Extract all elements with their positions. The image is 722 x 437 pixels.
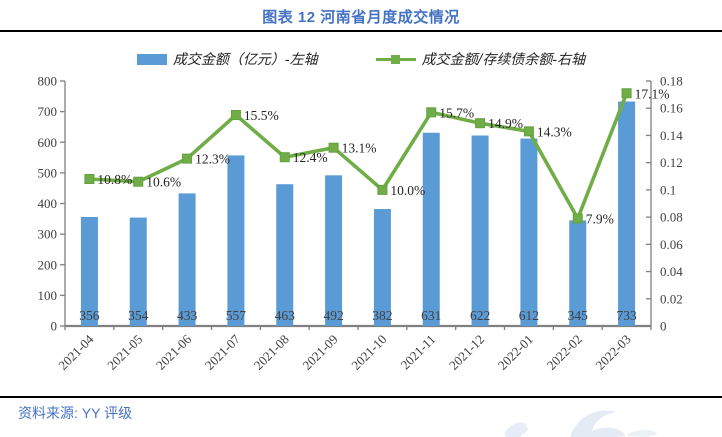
x-axis-category-label: 2021-05	[104, 332, 145, 373]
bar-value-label: 631	[421, 308, 441, 323]
line-value-label: 12.4%	[293, 150, 328, 165]
line-value-label: 17.1%	[635, 86, 670, 101]
right-axis-tick-label: 0.08	[660, 210, 683, 225]
x-axis-category-label: 2021-04	[55, 331, 97, 373]
line-swatch-icon	[375, 54, 416, 65]
right-axis-tick-label: 0.02	[660, 291, 683, 306]
line-marker	[230, 110, 241, 121]
bar	[422, 132, 440, 326]
line-marker	[523, 126, 534, 137]
line-marker	[377, 184, 388, 195]
bar-value-label: 622	[470, 308, 490, 323]
line-marker	[475, 118, 486, 129]
left-axis-tick-label: 800	[38, 74, 58, 89]
bar-value-label: 382	[372, 308, 392, 323]
bar-value-label: 463	[275, 308, 296, 323]
x-axis-category-label: 2021-10	[348, 332, 389, 373]
bar	[178, 193, 196, 326]
source-note: 资料来源: YY 评级	[18, 405, 133, 421]
line-value-label: 14.3%	[537, 124, 572, 139]
x-axis-category-label: 2021-08	[251, 332, 292, 373]
bar-value-label: 356	[79, 308, 100, 323]
right-axis-tick-label: 0.1	[660, 182, 676, 197]
x-axis-category-label: 2021-09	[299, 332, 340, 373]
left-axis-tick-label: 400	[38, 196, 58, 211]
left-axis-tick-label: 300	[38, 227, 58, 242]
legend-item-line: 成交金额/存续债余额-右轴	[375, 49, 586, 69]
line-value-label: 14.9%	[488, 116, 523, 131]
line-marker	[84, 174, 95, 184]
line-value-label: 7.9%	[586, 211, 614, 226]
bar	[325, 175, 343, 326]
bar	[373, 209, 391, 326]
line-marker	[572, 213, 583, 224]
bottom-divider	[0, 396, 722, 398]
bar-value-label: 433	[177, 308, 198, 323]
line-value-label: 13.1%	[342, 141, 377, 156]
right-axis-tick-label: 0.06	[660, 237, 683, 252]
bar	[569, 220, 587, 326]
combo-chart-canvas: 0 100 200 300 400 500 600 700 800 0 0.02 0.04 0.06 0.…	[38, 74, 684, 373]
line-marker	[328, 142, 339, 153]
top-divider	[0, 30, 722, 32]
bar	[276, 184, 294, 326]
right-axis-tick-label: 0.04	[660, 264, 683, 279]
figure-title: 图表 12 河南省月度成交情况	[262, 9, 460, 26]
left-axis-tick-label: 600	[38, 135, 58, 150]
line-marker	[133, 176, 144, 187]
x-axis-category-label: 2021-11	[397, 332, 438, 373]
line-value-label: 15.7%	[439, 105, 474, 120]
left-axis-tick-label: 500	[38, 165, 58, 180]
line-marker	[279, 152, 290, 163]
bar	[618, 101, 636, 326]
legend-bar-label: 成交金额（亿元）-左轴	[172, 52, 318, 68]
right-axis-tick-label: 0.14	[660, 128, 683, 143]
bar-value-label: 354	[128, 308, 149, 323]
x-axis-category-label: 2022-02	[544, 332, 585, 373]
line-value-label: 10.8%	[97, 172, 132, 187]
left-axis-tick-label: 100	[38, 288, 58, 303]
x-axis-category-label: 2021-12	[446, 332, 487, 373]
x-axis-category-label: 2021-07	[202, 331, 244, 373]
line-value-label: 10.6%	[146, 175, 181, 190]
legend-item-bar: 成交金额（亿元）-左轴	[136, 49, 318, 69]
x-axis-category-label: 2022-03	[592, 332, 633, 373]
bar	[520, 138, 538, 326]
bar-value-label: 733	[616, 308, 637, 323]
bar	[471, 135, 489, 326]
right-axis-tick-label: 0	[660, 319, 667, 334]
line-marker	[182, 153, 193, 164]
bar-value-label: 557	[226, 308, 247, 323]
bar-value-label: 345	[568, 308, 589, 323]
bar-swatch-icon	[136, 53, 167, 65]
right-axis-tick-label: 0.12	[660, 155, 683, 170]
line-value-label: 10.0%	[390, 183, 425, 198]
bar-value-label: 612	[519, 308, 539, 323]
left-axis-tick-label: 200	[38, 257, 58, 272]
line-marker	[621, 88, 632, 99]
legend-line-label: 成交金额/存续债余额-右轴	[421, 52, 586, 68]
chart-legend: 成交金额（亿元）-左轴 成交金额/存续债余额-右轴	[0, 49, 722, 69]
right-axis-tick-label: 0.18	[660, 74, 683, 89]
watermark-logo	[504, 410, 658, 437]
left-axis-tick-label: 700	[38, 104, 58, 119]
line-value-label: 15.5%	[244, 108, 279, 123]
line-marker	[426, 107, 437, 118]
x-axis-category-label: 2022-01	[495, 332, 536, 373]
bar	[80, 216, 98, 326]
line-series	[89, 92, 629, 221]
line-value-label: 12.3%	[195, 152, 230, 167]
bar-value-label: 492	[323, 308, 343, 323]
bar	[227, 155, 245, 326]
bar	[129, 217, 147, 326]
x-axis-category-label: 2021-06	[153, 331, 195, 373]
right-axis-tick-label: 0.16	[660, 101, 683, 116]
left-axis-tick-label: 0	[51, 319, 58, 334]
